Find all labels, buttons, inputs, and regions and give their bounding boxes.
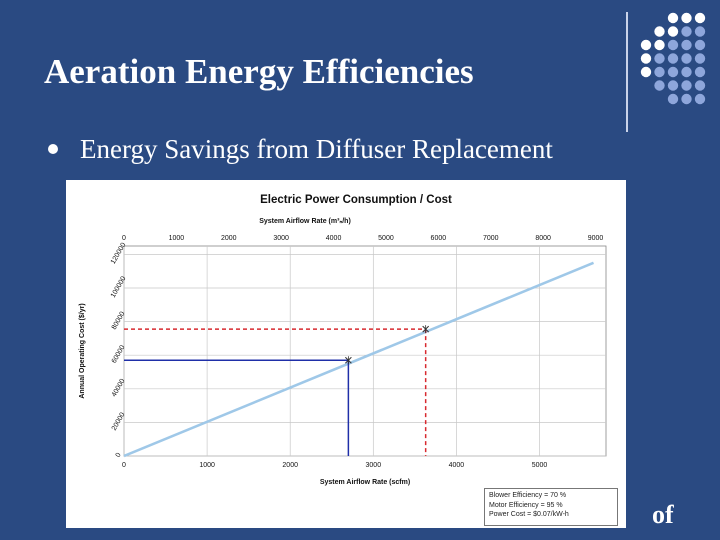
decorative-dot [667, 80, 679, 91]
decorative-dot [667, 39, 679, 51]
x-tick-label: 0 [122, 462, 126, 469]
x-tick-label: 1000 [199, 462, 215, 469]
x2-tick-label: 2000 [221, 235, 237, 242]
bullet-dot-icon [48, 143, 58, 154]
decorative-dot [681, 39, 692, 51]
decorative-dot [667, 53, 679, 64]
x-tick-label: 4000 [449, 462, 465, 469]
decorative-dot [694, 12, 706, 24]
x-tick-label: 5000 [532, 462, 548, 469]
annotation-line: Power Cost = $0.07/kW-h [489, 511, 569, 518]
decorative-dot [694, 80, 706, 91]
annotation-line: Motor Efficiency = 95 % [489, 501, 563, 509]
x2-tick-label: 9000 [588, 235, 604, 242]
decorative-dot [640, 39, 652, 51]
decorative-dot [640, 66, 652, 78]
slide-title: Aeration Energy Efficiencies [44, 52, 474, 91]
decorative-dot [694, 26, 706, 37]
bullet-text: Energy Savings from Diffuser Replacement [80, 134, 553, 164]
x2-tick-label: 6000 [431, 235, 447, 242]
decorative-dot [694, 39, 706, 51]
x-tick-label: 3000 [366, 462, 382, 469]
decorative-dot [667, 12, 679, 24]
chart-title: Electric Power Consumption / Cost [260, 194, 452, 206]
decorative-dot [681, 12, 692, 24]
y-tick-label: 100000 [110, 275, 128, 299]
decorative-dot [654, 80, 665, 91]
x2-tick-label: 7000 [483, 235, 499, 242]
x2-tick-label: 4000 [326, 235, 342, 242]
decorative-dot-grid-icon [640, 12, 706, 105]
decorative-dot [654, 26, 665, 37]
plot-frame [123, 245, 607, 457]
decorative-dot [667, 93, 679, 105]
decorative-divider [626, 12, 628, 132]
decorative-dot [694, 93, 706, 105]
decorative-dot [681, 53, 692, 64]
decorative-dot [654, 66, 665, 78]
decorative-dot [694, 66, 706, 78]
decorative-dot [681, 80, 692, 91]
decorative-dot [640, 53, 652, 64]
decorative-dot [667, 26, 679, 37]
chart-annotation-box: Blower Efficiency = 70 % Motor Efficienc… [484, 488, 618, 526]
x2-tick-label: 3000 [273, 235, 289, 242]
decorative-dot [681, 93, 692, 105]
decorative-dot [667, 66, 679, 78]
decorative-dot [681, 26, 692, 37]
x2-axis-label: System Airflow Rate (m³ₙ/h) [259, 218, 351, 225]
x2-tick-label: 5000 [378, 235, 394, 242]
y-axis-label: Annual Operating Cost ($/yr) [79, 303, 86, 398]
y-tick-label: 120000 [110, 242, 128, 266]
x2-tick-label: 8000 [535, 235, 551, 242]
chart-svg: 0 1000 2000 3000 4000 5000 0 1000 2000 3000 4000 50… [79, 218, 607, 486]
annotation-line: Blower Efficiency = 70 % [489, 492, 567, 499]
logo-fragment: of [652, 500, 674, 529]
decorative-dot [654, 53, 665, 64]
y-tick-label: 0 [115, 452, 123, 459]
decorative-dot [681, 66, 692, 78]
decorative-dot [694, 53, 706, 64]
decorative-dot [654, 39, 665, 51]
x-tick-label: 2000 [282, 462, 298, 469]
x2-tick-label: 0 [122, 235, 126, 242]
bullet-item: Energy Savings from Diffuser Replacement [48, 134, 553, 165]
chart-panel: Electric Power Consumption / Cost 0 1000 2… [66, 180, 626, 528]
x-axis-label: System Airflow Rate (scfm) [320, 479, 410, 486]
series-line [123, 261, 595, 458]
x2-tick-label: 1000 [169, 235, 185, 242]
